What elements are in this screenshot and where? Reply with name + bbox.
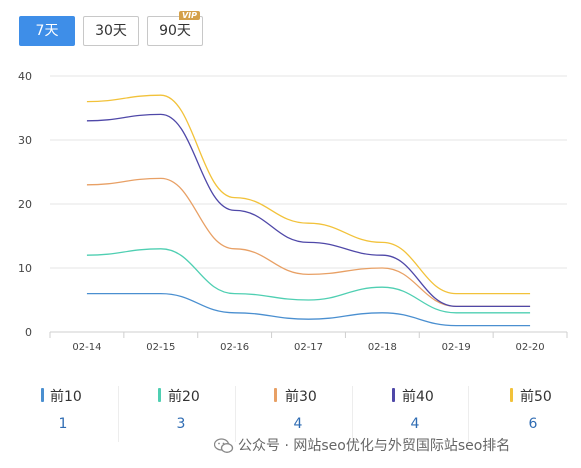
watermark-text: 公众号 · 网站seo优化与外贸国际站seo排名 (238, 438, 511, 454)
legend-value-top50: 6 (528, 416, 538, 432)
legend-value-top20: 3 (176, 416, 186, 432)
legend-divider (235, 386, 236, 442)
x-tick-label: 02-18 (368, 342, 397, 353)
legend-item-top50[interactable]: 前50 6 (468, 378, 581, 442)
legend-label-top30: 前30 (285, 389, 317, 405)
y-axis: 0 10 20 30 40 (18, 70, 32, 339)
x-tick-label: 02-17 (294, 342, 323, 353)
legend-label-top40: 前40 (402, 389, 434, 405)
range-90d-button[interactable]: 90天 VIP (147, 11, 203, 46)
x-tick-label: 02-15 (146, 342, 175, 353)
legend: 前10 1 前20 3 前30 4 前40 4 前50 6 (0, 378, 581, 450)
legend-item-top40[interactable]: 前40 4 (352, 378, 468, 442)
wechat-icon (214, 438, 234, 453)
legend-label-top10: 前10 (50, 389, 82, 405)
ranking-line-chart: 0 10 20 30 40 02-14 02-15 02-16 02-17 02-18 02-19… (18, 70, 568, 353)
legend-marker-top40 (392, 388, 395, 402)
legend-divider (118, 386, 119, 442)
watermark: 公众号 · 网站seo优化与外贸国际站seo排名 (214, 436, 510, 458)
legend-item-top30[interactable]: 前30 4 (235, 378, 352, 442)
legend-item-top20[interactable]: 前20 3 (118, 378, 235, 442)
legend-label-top20: 前20 (168, 389, 200, 405)
series-line-top20 (86, 248, 531, 314)
x-tick-label: 02-14 (72, 342, 101, 353)
x-tick-label: 02-20 (516, 342, 545, 353)
vip-badge: VIP (178, 11, 200, 20)
legend-value-top30: 4 (293, 416, 303, 432)
x-tick-label: 02-16 (220, 342, 249, 353)
legend-marker-top30 (274, 388, 277, 402)
x-tick-label: 02-19 (442, 342, 471, 353)
series-line-top50 (86, 94, 531, 295)
y-tick-label: 30 (18, 134, 32, 147)
legend-marker-top20 (158, 388, 161, 402)
legend-value-top40: 4 (410, 416, 420, 432)
range-90d-label: 90天 (159, 23, 191, 39)
y-tick-label: 10 (18, 262, 32, 275)
legend-value-top10: 1 (58, 416, 68, 432)
legend-marker-top10 (41, 388, 44, 402)
legend-label-top50: 前50 (520, 389, 552, 405)
series-lines (86, 94, 531, 327)
series-line-top40 (86, 113, 531, 308)
range-7d-button[interactable]: 7天 (19, 16, 75, 46)
series-line-top10 (86, 292, 531, 327)
x-axis: 02-14 02-15 02-16 02-17 02-18 02-19 02-20 (49, 331, 568, 353)
y-tick-label: 40 (18, 70, 32, 83)
legend-divider (352, 386, 353, 442)
legend-divider (468, 386, 469, 442)
legend-item-top10[interactable]: 前10 1 (0, 378, 118, 442)
y-tick-label: 20 (18, 198, 32, 211)
y-tick-label: 0 (25, 326, 32, 339)
range-30d-button[interactable]: 30天 (83, 16, 139, 46)
legend-marker-top50 (510, 388, 513, 402)
chart-grid (50, 75, 567, 269)
